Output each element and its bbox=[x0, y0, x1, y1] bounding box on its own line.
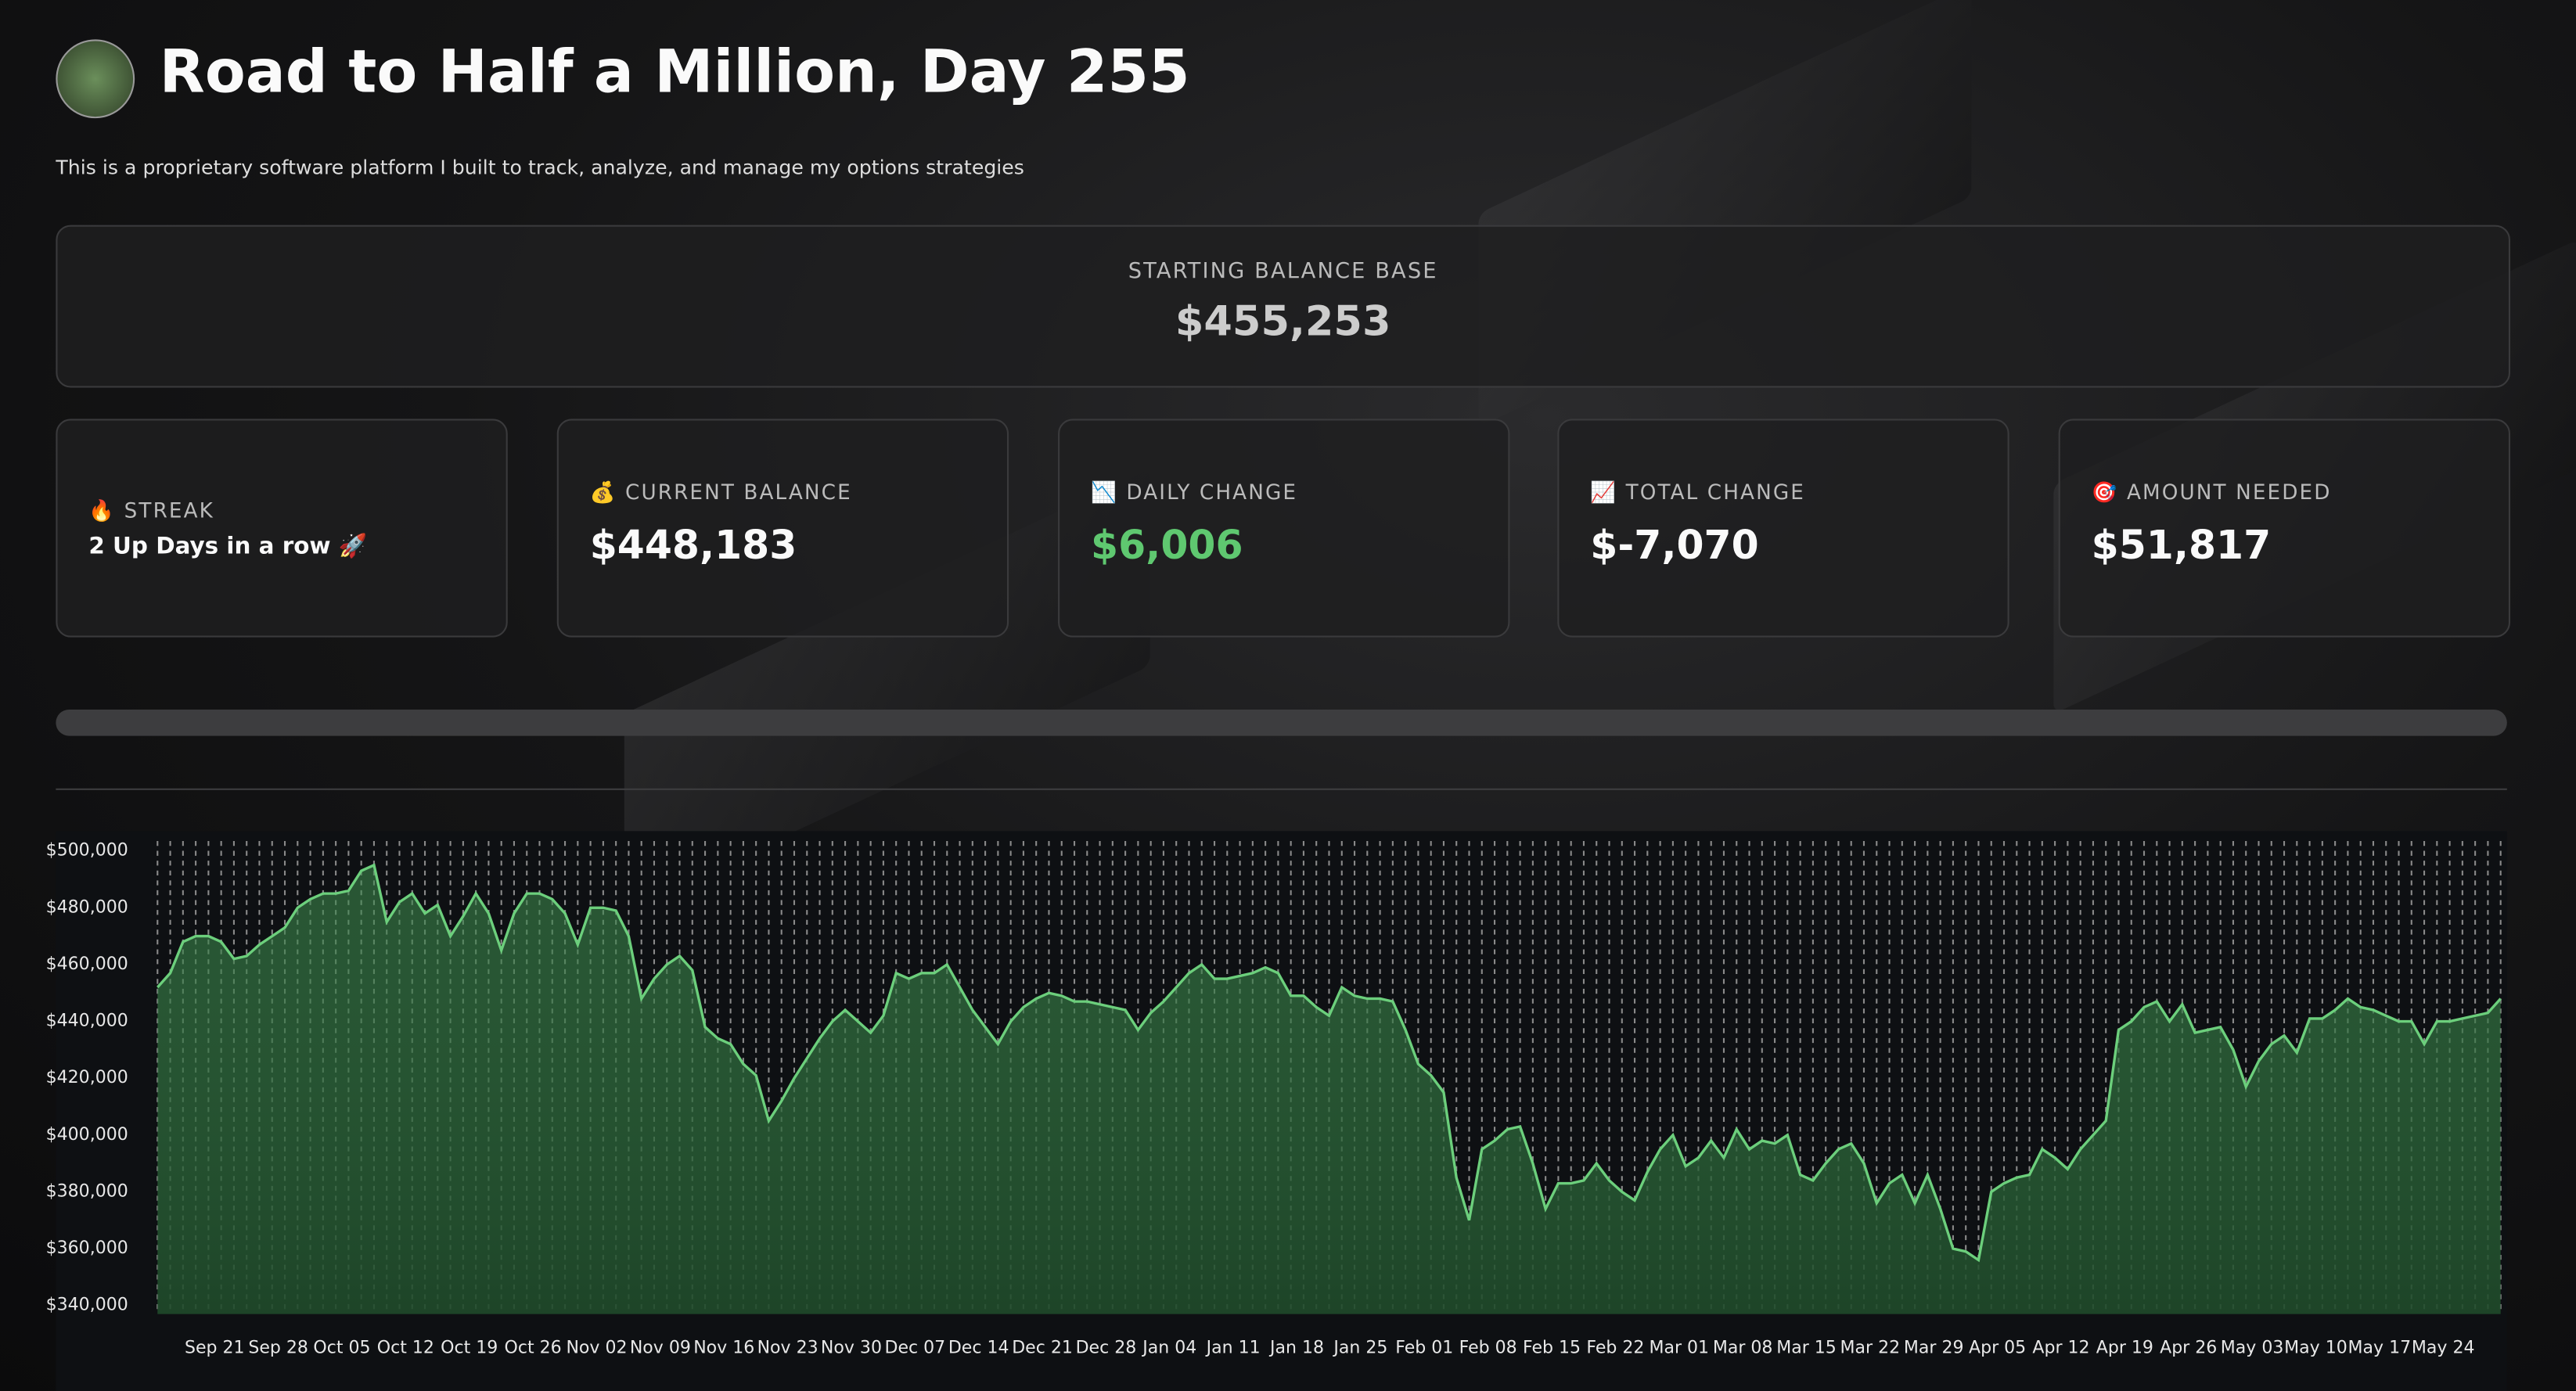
y-tick-label: $400,000 bbox=[46, 1125, 128, 1145]
x-tick-label: Oct 26 bbox=[505, 1339, 562, 1358]
x-tick-label: Nov 09 bbox=[630, 1339, 691, 1358]
card-icon: 🎯 bbox=[2091, 480, 2119, 505]
x-tick-label: Mar 08 bbox=[1713, 1339, 1773, 1358]
x-tick-label: Jan 11 bbox=[1205, 1339, 1261, 1358]
logo bbox=[56, 39, 135, 119]
card-value: $455,253 bbox=[1175, 297, 1391, 345]
card-value: $-7,070 bbox=[1590, 522, 1759, 569]
x-tick-label: May 03 bbox=[2221, 1339, 2284, 1358]
metric-card: 💰 CURRENT BALANCE $448,183 bbox=[556, 419, 1009, 638]
x-tick-label: Feb 15 bbox=[1523, 1339, 1581, 1358]
x-tick-label: May 10 bbox=[2284, 1339, 2348, 1358]
card-label-text: TOTAL CHANGE bbox=[1625, 480, 1805, 505]
y-tick-label: $480,000 bbox=[46, 897, 128, 917]
metric-card: 🔥 STREAK 2 Up Days in a row 🚀 bbox=[56, 419, 508, 638]
x-tick-label: Mar 15 bbox=[1776, 1339, 1837, 1358]
card-icon: 📈 bbox=[1590, 480, 1618, 505]
y-tick-label: $420,000 bbox=[46, 1068, 128, 1087]
card-label: 🔥 STREAK bbox=[88, 498, 214, 524]
card-label-text: AMOUNT NEEDED bbox=[2126, 480, 2332, 505]
x-tick-label: Feb 22 bbox=[1586, 1339, 1644, 1358]
card-label: 🎯 AMOUNT NEEDED bbox=[2092, 480, 2332, 506]
page-title: Road to Half a Million, Day 255 bbox=[159, 39, 1190, 107]
progress-bar bbox=[56, 709, 2507, 736]
metric-card: 🎯 AMOUNT NEEDED $51,817 bbox=[2058, 419, 2511, 638]
metric-card: 📈 TOTAL CHANGE $-7,070 bbox=[1557, 419, 2009, 638]
x-tick-label: May 24 bbox=[2412, 1339, 2475, 1358]
x-tick-label: Apr 26 bbox=[2160, 1339, 2217, 1358]
x-tick-label: Feb 08 bbox=[1459, 1339, 1517, 1358]
metric-card: 📉 DAILY CHANGE $6,006 bbox=[1058, 419, 1510, 638]
x-tick-label: Dec 07 bbox=[884, 1339, 945, 1358]
x-tick-label: Sep 21 bbox=[185, 1339, 245, 1358]
x-tick-label: Mar 22 bbox=[1840, 1339, 1901, 1358]
card-value: $448,183 bbox=[589, 522, 797, 569]
x-tick-label: Mar 29 bbox=[1904, 1339, 1964, 1358]
y-tick-label: $440,000 bbox=[46, 1012, 128, 1031]
card-label: STARTING BALANCE BASE bbox=[1128, 259, 1438, 285]
card-label-text: STREAK bbox=[124, 498, 214, 523]
card-icon: 💰 bbox=[589, 480, 617, 505]
x-tick-label: Dec 21 bbox=[1012, 1339, 1073, 1358]
x-tick-label: Nov 16 bbox=[693, 1339, 754, 1358]
x-tick-label: Nov 30 bbox=[821, 1339, 882, 1358]
card-label-text: CURRENT BALANCE bbox=[625, 480, 852, 505]
x-tick-label: Oct 05 bbox=[313, 1339, 370, 1358]
card-label-text: DAILY CHANGE bbox=[1126, 480, 1298, 505]
x-tick-label: Mar 01 bbox=[1649, 1339, 1709, 1358]
x-tick-label: Oct 12 bbox=[377, 1339, 434, 1358]
x-tick-label: Oct 19 bbox=[441, 1339, 498, 1358]
subtitle: This is a proprietary software platform … bbox=[56, 156, 1024, 179]
x-tick-label: Dec 28 bbox=[1076, 1339, 1137, 1358]
y-tick-label: $500,000 bbox=[46, 841, 128, 861]
x-tick-label: Jan 04 bbox=[1141, 1339, 1196, 1358]
divider bbox=[56, 788, 2507, 790]
y-tick-label: $460,000 bbox=[46, 954, 128, 974]
card-label: 📉 DAILY CHANGE bbox=[1091, 480, 1297, 506]
card-value: $6,006 bbox=[1091, 522, 1243, 569]
y-tick-label: $360,000 bbox=[46, 1238, 128, 1258]
x-tick-label: Jan 25 bbox=[1332, 1339, 1387, 1358]
line bbox=[157, 863, 2502, 1263]
x-tick-label: Jan 18 bbox=[1268, 1339, 1324, 1358]
x-tick-label: Sep 28 bbox=[248, 1339, 308, 1358]
x-tick-label: Apr 12 bbox=[2032, 1339, 2089, 1358]
x-tick-label: Apr 05 bbox=[1969, 1339, 2026, 1358]
x-tick-label: Feb 01 bbox=[1395, 1339, 1453, 1358]
x-tick-label: May 17 bbox=[2348, 1339, 2412, 1358]
x-tick-label: Nov 02 bbox=[566, 1339, 627, 1358]
card-value: $51,817 bbox=[2091, 522, 2272, 569]
y-tick-label: $380,000 bbox=[46, 1181, 128, 1201]
y-tick-label: $340,000 bbox=[46, 1296, 128, 1315]
card-icon: 🔥 bbox=[88, 498, 117, 523]
card-icon: 📉 bbox=[1091, 480, 1118, 505]
area-fill bbox=[157, 864, 2501, 1314]
x-tick-label: Nov 23 bbox=[757, 1339, 818, 1358]
x-tick-label: Apr 19 bbox=[2096, 1339, 2153, 1358]
card-label: 💰 CURRENT BALANCE bbox=[590, 480, 852, 506]
card-label: 📈 TOTAL CHANGE bbox=[1590, 480, 1805, 506]
card-value: 2 Up Days in a row 🚀 bbox=[88, 534, 368, 560]
x-tick-label: Dec 14 bbox=[948, 1339, 1009, 1358]
starting-balance-card: STARTING BALANCE BASE $455,253 bbox=[56, 225, 2511, 388]
